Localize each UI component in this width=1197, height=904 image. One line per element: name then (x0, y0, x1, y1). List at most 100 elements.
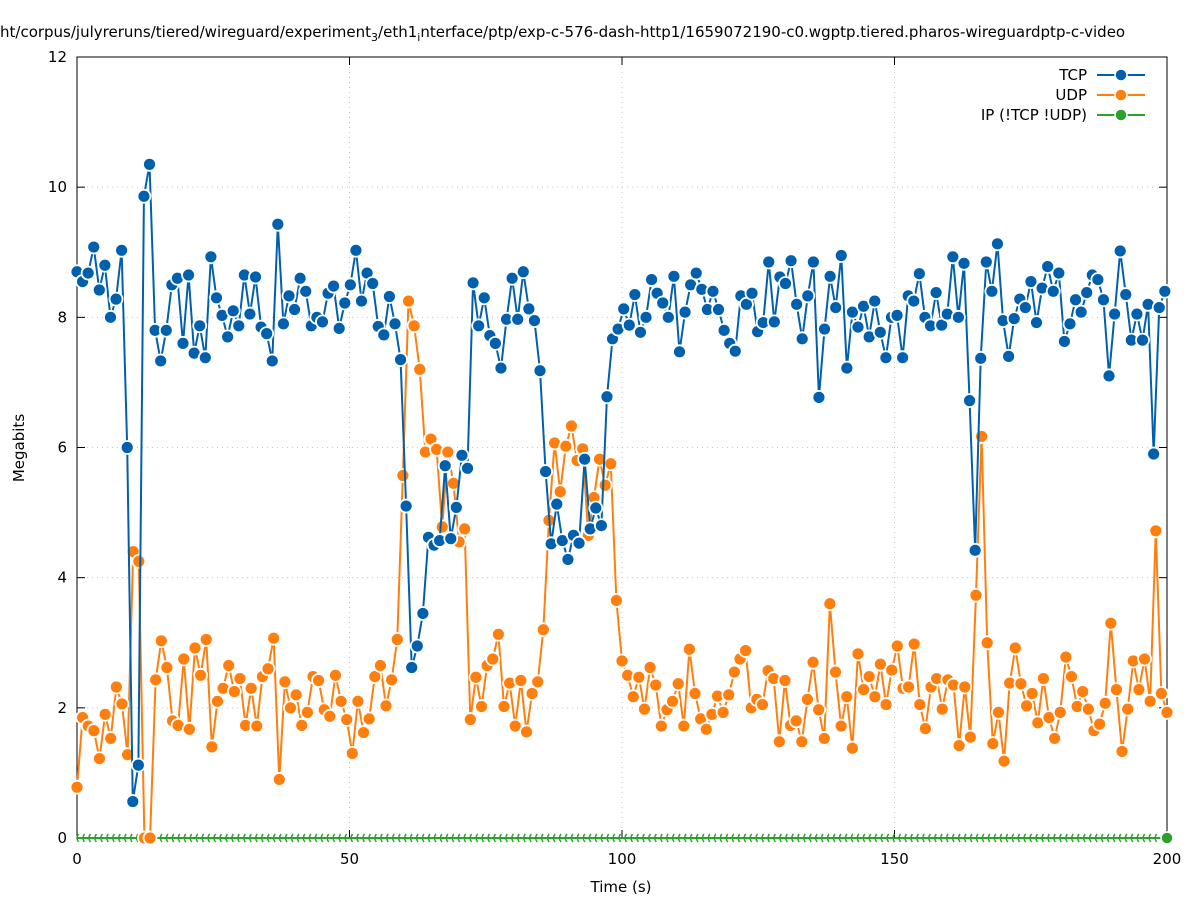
x-tick-label: 100 (608, 850, 637, 868)
ip-point (933, 833, 937, 843)
tcp-point (1062, 316, 1078, 332)
ip-point (868, 833, 872, 843)
title-part: /eth1 (378, 23, 417, 41)
legend-marker (1114, 108, 1128, 122)
udp-point (1097, 695, 1113, 711)
tcp-point (292, 270, 308, 286)
ip-point (534, 833, 538, 843)
udp-point (176, 651, 192, 667)
series-ip (76, 831, 1174, 845)
ip-point (1094, 833, 1098, 843)
udp-point (288, 687, 304, 703)
tcp-point (571, 535, 587, 551)
tcp-point (476, 290, 492, 306)
ip-point (1142, 833, 1146, 843)
udp-point (507, 718, 523, 734)
ip-point (493, 833, 497, 843)
tcp-point (1090, 272, 1106, 287)
ip-point (380, 833, 383, 843)
ip-point (374, 833, 377, 843)
tcp-point (158, 322, 174, 338)
udp-point (1075, 684, 1091, 699)
ip-point (969, 833, 973, 843)
tcp-point (365, 276, 381, 291)
udp-point (1080, 701, 1096, 717)
tcp-point (878, 350, 894, 366)
ip-point (326, 833, 330, 843)
ip-point (1059, 833, 1062, 843)
tcp-point (906, 293, 922, 309)
ip-point (499, 833, 503, 843)
tcp-point (1023, 274, 1039, 289)
ip-point (999, 833, 1003, 843)
title-part: 3 (371, 31, 378, 44)
tcp-point (381, 289, 397, 304)
tcp-point (393, 352, 408, 368)
udp-point (608, 593, 624, 608)
udp-point (277, 674, 293, 690)
tcp-point (409, 638, 425, 654)
ip-point (1047, 833, 1050, 843)
udp-point (384, 672, 400, 688)
udp-point (968, 587, 984, 603)
tcp-point (616, 301, 632, 317)
tcp-point (119, 440, 135, 455)
udp-point (878, 697, 894, 712)
legend-marker (1114, 88, 1128, 102)
udp-point (614, 653, 630, 669)
tcp-point (342, 277, 358, 293)
tcp-point (560, 552, 576, 567)
ip-point (385, 833, 389, 843)
udp-point (496, 699, 512, 714)
ip-point (272, 833, 276, 843)
y-tick-label: 2 (57, 699, 67, 717)
udp-point (788, 713, 804, 729)
tcp-point (532, 363, 548, 379)
ip-point (546, 833, 550, 843)
udp-point (805, 654, 821, 670)
tcp-point (443, 531, 459, 547)
tcp-point (315, 314, 330, 330)
ip-point (814, 833, 818, 843)
udp-point (193, 667, 209, 683)
tcp-point (153, 353, 169, 369)
tcp-point (471, 318, 487, 334)
udp-point (839, 689, 855, 705)
tcp-point (287, 302, 302, 317)
ip-point (618, 833, 622, 843)
ip-point (648, 833, 651, 843)
ip-point (219, 833, 223, 843)
ip-point (636, 833, 640, 843)
udp-point (389, 632, 405, 647)
title-part: i (417, 31, 420, 44)
udp-point (850, 646, 866, 662)
ip-point (743, 833, 747, 843)
udp-point (1035, 671, 1051, 686)
tcp-point (811, 389, 827, 405)
tcp-point (348, 242, 364, 258)
udp-point (918, 721, 933, 737)
udp-point (631, 669, 647, 685)
ip-point (588, 833, 592, 843)
udp-point (1153, 686, 1169, 701)
udp-point (412, 361, 428, 377)
ip-point (1088, 833, 1092, 843)
x-tick-label: 0 (72, 850, 82, 868)
ip-point (791, 833, 794, 843)
tcp-point (1135, 332, 1150, 348)
ip-point (362, 833, 366, 843)
udp-point (226, 684, 242, 699)
tcp-point (655, 295, 671, 311)
udp-point (1013, 676, 1029, 692)
ip-point (421, 833, 425, 843)
ip-point (171, 833, 175, 843)
udp-point (114, 696, 130, 712)
udp-point (996, 753, 1012, 769)
series-tcp (69, 156, 1173, 809)
ip-point (76, 833, 80, 843)
ip-point (344, 833, 348, 843)
udp-point (1064, 669, 1079, 684)
tcp-point (1040, 259, 1056, 274)
ip-point (117, 833, 121, 843)
ip-point (1029, 833, 1033, 843)
